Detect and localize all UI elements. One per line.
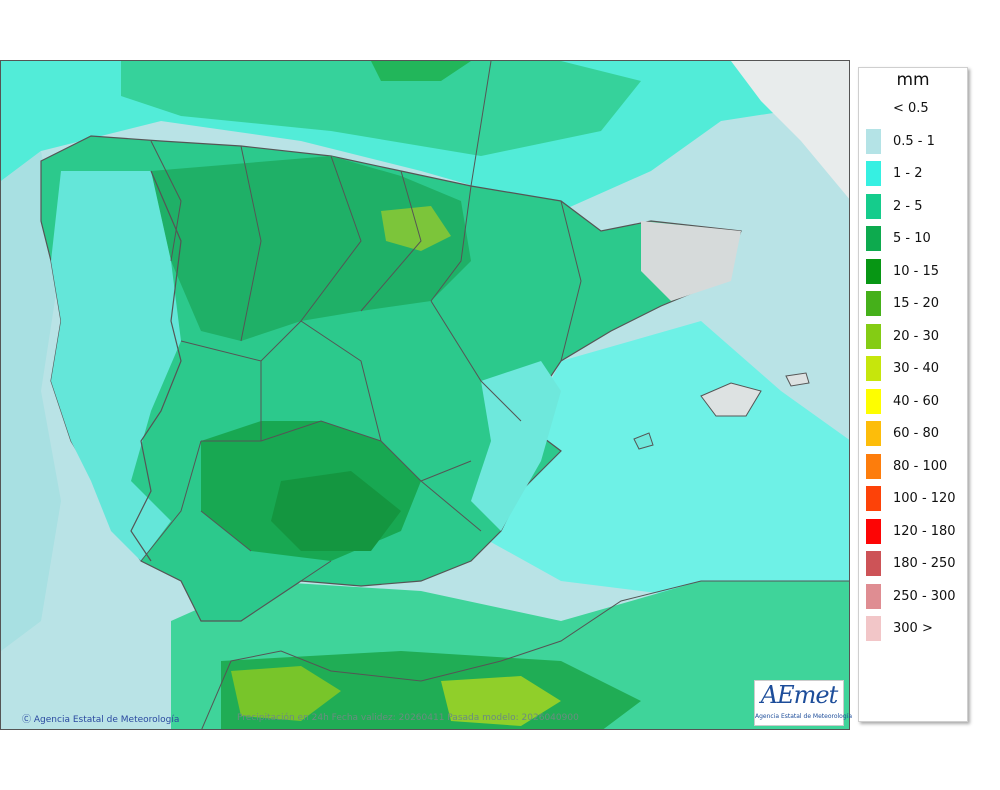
footer-caption: Precipitación en 24h Fecha validez: 2026… bbox=[237, 713, 579, 723]
legend-item: 20 - 30 bbox=[863, 323, 967, 350]
sea-band-north-dark bbox=[371, 61, 471, 81]
legend-swatch bbox=[866, 421, 881, 446]
legend-item: 250 - 300 bbox=[863, 583, 967, 610]
legend-label: 2 - 5 bbox=[893, 198, 923, 214]
aemet-logo-text: AEmet bbox=[760, 681, 838, 709]
legend-item: 10 - 15 bbox=[863, 258, 967, 285]
legend-item: 30 - 40 bbox=[863, 356, 967, 382]
sea-atlantic-west bbox=[1, 151, 61, 651]
legend-swatch bbox=[866, 356, 881, 381]
legend-item: 40 - 60 bbox=[863, 388, 967, 415]
region-catalonia-dry bbox=[641, 221, 741, 301]
border-france-atlantic bbox=[470, 61, 492, 187]
border-portugal bbox=[130, 170, 182, 562]
region-borders bbox=[140, 140, 582, 582]
island-ibiza bbox=[633, 432, 654, 450]
precipitation-map bbox=[0, 60, 850, 730]
legend-label: 300 > bbox=[893, 621, 933, 636]
land-france bbox=[731, 61, 849, 199]
legend-swatch bbox=[866, 161, 881, 186]
legend-swatch bbox=[866, 291, 881, 316]
sea-band-north-green bbox=[121, 61, 641, 156]
legend-swatch bbox=[866, 583, 881, 609]
legend-label: 10 - 15 bbox=[893, 263, 940, 279]
legend-label: 60 - 80 bbox=[893, 426, 940, 441]
legend-panel: mm < 0.5 0.5 - 1 1 - 2 2 - 5 5 - 10 10 - 15 15… bbox=[858, 67, 968, 722]
legend-item: 0.5 - 1 bbox=[863, 128, 967, 155]
legend-swatch bbox=[866, 486, 881, 511]
copyright-icon: Ⓒ bbox=[22, 715, 32, 725]
legend-item: 15 - 20 bbox=[863, 291, 967, 317]
legend-label: 15 - 20 bbox=[893, 296, 940, 311]
map-canvas bbox=[1, 61, 849, 729]
legend-label: 100 - 120 bbox=[893, 491, 956, 506]
legend-swatch bbox=[866, 258, 881, 284]
legend-label: 120 - 180 bbox=[893, 523, 956, 539]
legend-item: 1 - 2 bbox=[863, 161, 967, 187]
region-west-light bbox=[51, 171, 181, 561]
legend-item: 5 - 10 bbox=[863, 226, 967, 252]
legend-swatch bbox=[866, 616, 881, 641]
legend-label: 80 - 100 bbox=[893, 458, 948, 474]
legend-swatch bbox=[866, 323, 881, 349]
legend-swatch bbox=[866, 193, 881, 219]
legend-swatch bbox=[866, 453, 881, 479]
legend-item: 180 - 250 bbox=[863, 551, 967, 577]
region-north-plateau bbox=[151, 156, 471, 341]
africa-heavy-east bbox=[441, 676, 561, 726]
legend-label: 180 - 250 bbox=[893, 556, 956, 571]
coast-africa bbox=[201, 580, 849, 729]
legend-label: 250 - 300 bbox=[893, 588, 956, 604]
legend-item: 100 - 120 bbox=[863, 486, 967, 512]
legend-label: 5 - 10 bbox=[893, 231, 931, 246]
legend-swatch bbox=[866, 551, 881, 576]
legend-swatch bbox=[866, 128, 881, 154]
region-andalusia-dark bbox=[271, 471, 401, 551]
island-mallorca bbox=[700, 382, 762, 417]
legend-label: 30 - 40 bbox=[893, 361, 940, 376]
legend-title: mm bbox=[896, 70, 930, 90]
copyright-label: Agencia Estatal de Meteorología bbox=[33, 715, 180, 725]
legend-item: 2 - 5 bbox=[863, 193, 967, 220]
legend-swatch bbox=[866, 518, 881, 544]
legend-item: 120 - 180 bbox=[863, 518, 967, 545]
region-east-light bbox=[471, 361, 561, 531]
legend-swatch bbox=[866, 96, 881, 121]
legend-label: < 0.5 bbox=[893, 101, 929, 116]
legend-swatch bbox=[866, 226, 881, 251]
legend-item: 80 - 100 bbox=[863, 453, 967, 480]
legend-item: < 0.5 bbox=[863, 96, 967, 122]
legend-item: 300 > bbox=[863, 616, 967, 642]
legend-label: 20 - 30 bbox=[893, 328, 940, 344]
legend-label: 0.5 - 1 bbox=[893, 133, 935, 149]
legend-label: 40 - 60 bbox=[893, 393, 940, 409]
island-menorca bbox=[785, 372, 810, 387]
copyright-text: Ⓒ Agencia Estatal de Meteorología bbox=[22, 712, 179, 725]
legend-label: 1 - 2 bbox=[893, 166, 923, 181]
region-basque-heavy bbox=[381, 206, 451, 251]
legend-item: 60 - 80 bbox=[863, 421, 967, 447]
africa-heavy-west bbox=[231, 666, 341, 721]
aemet-logo-subtitle: Agencia Estatal de Meteorología bbox=[755, 713, 852, 720]
legend-swatch bbox=[866, 388, 881, 414]
aemet-logo: AEmet Agencia Estatal de Meteorología bbox=[754, 680, 852, 726]
